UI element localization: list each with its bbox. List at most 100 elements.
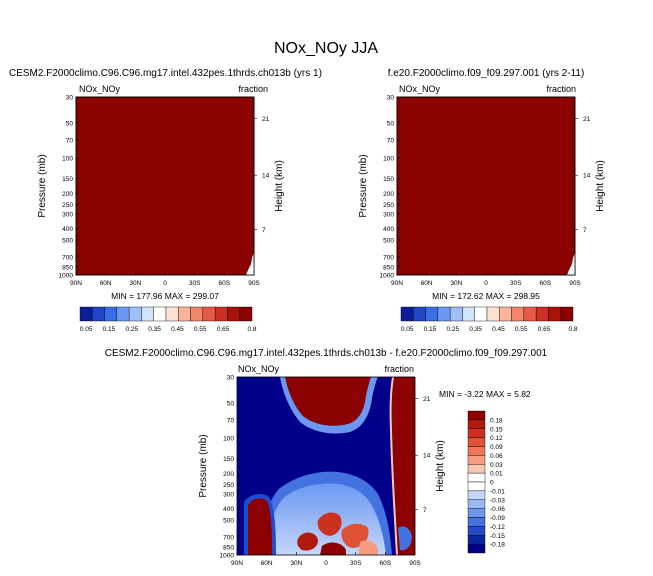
right-tick-label: 21 [583,116,591,123]
colorbar-label: 0.15 [424,326,437,333]
x-tick-label: 60N [100,280,112,287]
diff-blob-mid-positive-1 [317,512,342,536]
y-tick-label: 850 [383,264,394,271]
diff-ylabel: Pressure (mb) [198,434,209,497]
diff-colorbar-swatch [467,490,486,500]
x-tick-label: 60N [261,560,273,567]
left-field [75,96,255,276]
right-tick-label: 14 [583,173,591,180]
colorbar-swatch [116,306,130,322]
colorbar-label: 0.55 [515,326,528,333]
diff-colorbar-label: -0.09 [490,515,505,522]
colorbar-swatch [239,306,253,322]
diff-colorbar-swatch [467,508,486,518]
diff-colorbar-swatch [467,543,486,554]
right-ylabel: Pressure (mb) [358,154,369,217]
left-right-ticks: 21 14 7 [254,116,270,234]
diff-colorbar-label: -0.12 [490,524,505,531]
colorbar-swatch [227,306,240,322]
colorbar-label: 0.35 [148,326,161,333]
colorbar-label: 0.25 [125,326,138,333]
x-tick-label: 0 [484,280,488,287]
diff-colorbar-swatch [467,410,486,421]
x-tick-label: 90N [231,560,243,567]
y-tick-label: 200 [223,471,234,478]
y-tick-label: 1000 [380,273,395,280]
y-tick-label: 700 [223,534,234,541]
right-field [396,96,576,276]
right-y-ticks: 30 50 70 100 150 200 250 300 400 500 700 850 1000 [380,95,400,280]
y-tick-label: 1000 [59,273,74,280]
x-tick-label: 30S [350,560,362,567]
diff-panel: CESM2.F2000climo.C96.C96.mg17.intel.432p… [105,348,548,567]
right-min-max: MIN = 172.62 MAX = 298.95 [432,291,540,301]
colorbar-swatch [425,306,439,322]
diff-colorbar-label: 0.12 [490,435,503,442]
colorbar-label: 0.8 [568,326,577,333]
diff-colorbar-label: -0.06 [490,506,505,513]
x-tick-label: 90N [70,280,82,287]
y-tick-label: 70 [66,138,74,145]
colorbar-label: 0.65 [217,326,230,333]
x-tick-label: 30N [450,280,462,287]
diff-contours [244,377,415,555]
diff-colorbar-swatch [467,481,486,492]
colorbar-swatch [437,306,451,322]
diff-colorbar-label: -0.18 [490,542,505,549]
diff-right-band [391,377,415,555]
right-panel: f.e20.F2000climo.f09_f09.297.001 (yrs 2-… [358,68,606,333]
x-tick-label: 0 [324,560,328,567]
diff-blob-low-positive-2 [358,540,378,555]
x-tick-label: 30N [129,280,141,287]
diff-right-ticks: 21 14 7 [415,396,431,514]
y-tick-label: 150 [62,176,73,183]
left-ylabel-right: Height (km) [274,160,285,212]
x-tick-label: 30S [189,280,201,287]
diff-colorbar-label: 0.18 [490,417,503,424]
diff-colorbar-label: 0 [490,480,494,487]
diff-units-label: fraction [384,364,414,374]
colorbar-label: 0.45 [171,326,184,333]
diff-y-ticks: 30 50 70 100 150 200 250 300 400 500 700 850 1000 [220,375,240,560]
y-tick-label: 300 [383,211,394,218]
right-field-edge-feature [567,253,575,275]
left-units-label: fraction [238,84,268,94]
diff-colorbar-label: 0.03 [490,462,503,469]
y-tick-label: 30 [387,95,395,102]
left-panel: CESM2.F2000climo.C96.C96.mg17.intel.432p… [9,68,322,333]
colorbar-swatch [104,306,118,322]
left-y-ticks: 30 50 70 100 150 200 250 300 400 500 700 850 1000 [59,95,79,280]
right-tick-label: 14 [423,453,431,460]
diff-blob-low-positive-1 [320,542,346,555]
diff-blob-upper-positive [285,377,371,426]
y-tick-label: 50 [227,400,235,407]
diff-colorbar-swatch [467,535,486,545]
y-tick-label: 250 [62,202,73,209]
colorbar-swatch [153,306,167,322]
diff-colorbar-swatch [467,455,486,465]
diff-right-band-lower-negative [398,526,412,551]
x-tick-label: 60N [421,280,433,287]
y-tick-label: 400 [223,506,234,513]
right-panel-title: f.e20.F2000climo.f09_f09.297.001 (yrs 2-… [388,68,585,79]
diff-colorbar: 0.18 0.15 0.12 0.09 0.06 0.03 0.01 0-0.01 -0.03 -… [467,410,505,554]
diff-colorbar-label: 0.15 [490,426,503,433]
x-tick-label: 30N [290,560,302,567]
diff-panel-title: CESM2.F2000climo.C96.C96.mg17.intel.432p… [105,348,548,359]
left-variable-label: NOx_NOy [79,84,121,94]
left-panel-title: CESM2.F2000climo.C96.C96.mg17.intel.432p… [9,68,322,79]
colorbar-swatch [535,306,549,322]
colorbar-swatch [462,306,475,322]
right-x-ticks: 90N 60N 30N 0 30S 60S 90S [391,272,581,287]
diff-colorbar-swatch [467,446,486,456]
colorbar-label: 0.55 [194,326,207,333]
y-tick-label: 500 [223,517,234,524]
left-field-edge-feature [246,253,254,275]
y-tick-label: 150 [383,176,394,183]
colorbar-swatch [400,306,414,322]
colorbar-swatch [511,306,525,322]
y-tick-label: 250 [383,202,394,209]
y-tick-label: 70 [387,138,395,145]
colorbar-swatch [165,306,179,322]
right-tick-label: 14 [262,173,270,180]
